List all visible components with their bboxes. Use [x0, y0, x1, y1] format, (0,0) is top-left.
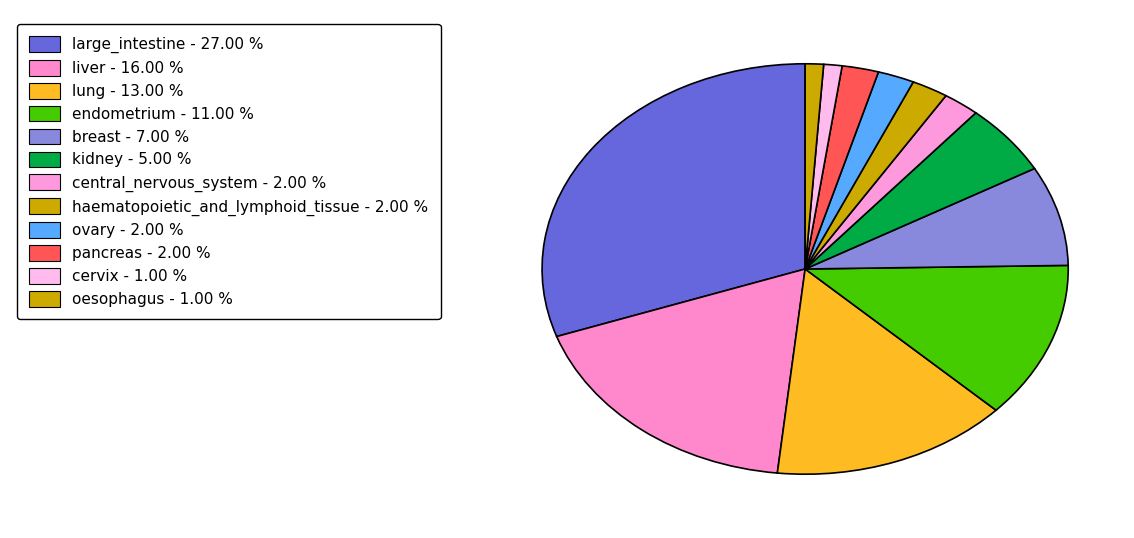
Wedge shape: [805, 168, 1068, 269]
Wedge shape: [805, 72, 913, 269]
Legend: large_intestine - 27.00 %, liver - 16.00 %, lung - 13.00 %, endometrium - 11.00 : large_intestine - 27.00 %, liver - 16.00…: [17, 24, 440, 319]
Wedge shape: [542, 64, 805, 337]
Wedge shape: [805, 66, 879, 269]
Wedge shape: [805, 82, 946, 269]
Wedge shape: [805, 96, 976, 269]
Wedge shape: [557, 269, 805, 473]
Wedge shape: [805, 64, 823, 269]
Wedge shape: [805, 113, 1034, 269]
Wedge shape: [805, 65, 843, 269]
Wedge shape: [777, 269, 996, 474]
Wedge shape: [805, 265, 1068, 410]
